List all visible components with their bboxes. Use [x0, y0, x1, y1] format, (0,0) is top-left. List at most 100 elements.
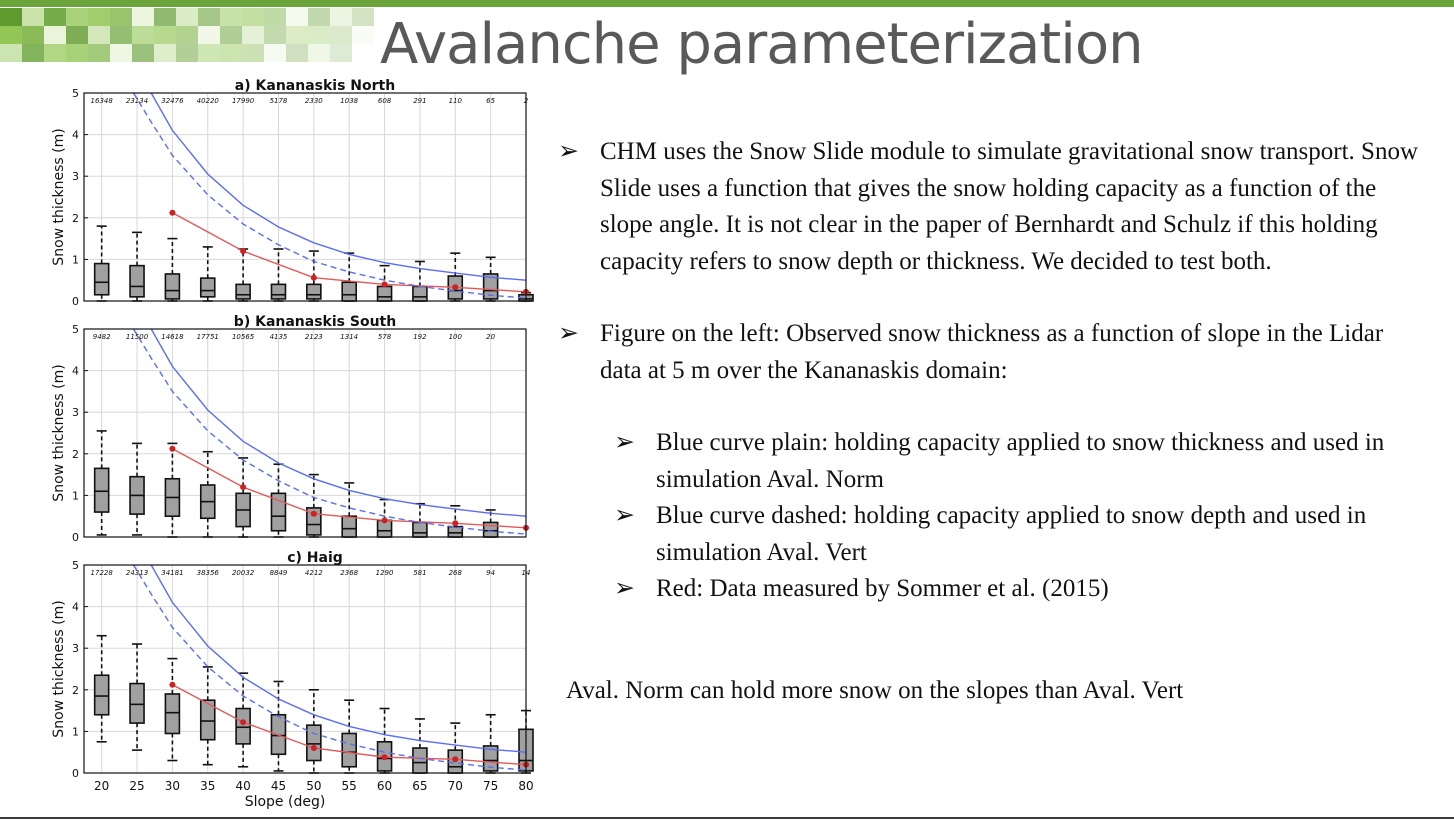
series-line [172, 448, 527, 529]
x-tick-label: 65 [412, 779, 427, 793]
x-tick-label: 30 [165, 779, 180, 793]
bullet-text: Blue curve dashed: holding capacity appl… [656, 502, 1367, 566]
y-tick-label: 3 [72, 642, 79, 655]
y-tick-label: 5 [72, 323, 79, 336]
arrow-bullet-icon: ➢ [614, 429, 635, 456]
chart-panel: a) Kananaskis North 16348 23134 32476 40220 1… [51, 78, 534, 308]
y-tick-label: 4 [72, 129, 79, 142]
mosaic-tile [286, 8, 308, 26]
y-tick-label: 0 [72, 295, 79, 308]
series-point [240, 719, 247, 726]
count-label: 38356 [197, 569, 220, 577]
y-axis-label: Snow thickness (m) [51, 128, 67, 265]
mosaic-tile [264, 44, 286, 62]
x-tick-label: 35 [200, 779, 215, 793]
bullet-text: Blue curve plain: holding capacity appli… [656, 429, 1385, 493]
x-tick-label: 70 [448, 779, 463, 793]
bottom-rule [0, 817, 1454, 819]
mosaic-tile [0, 44, 22, 62]
mosaic-tile [330, 44, 352, 62]
top-accent-bar [0, 0, 1454, 7]
count-label: 23134 [126, 97, 148, 105]
plot-area [84, 564, 534, 774]
count-label: 24313 [126, 569, 148, 577]
series-point [452, 284, 459, 291]
plot-area [84, 328, 529, 538]
mosaic-tile [286, 26, 308, 44]
mosaic-tile [22, 26, 44, 44]
mosaic-tile [198, 8, 220, 26]
count-label: 110 [449, 97, 463, 105]
mosaic-tile [0, 26, 22, 44]
mosaic-tile [308, 8, 330, 26]
bullet-list: ➢ CHM uses the Snow Slide module to simu… [558, 134, 1418, 608]
mosaic-tile [242, 26, 264, 44]
mosaic-tile [220, 8, 242, 26]
bullet-text: CHM uses the Snow Slide module to simula… [600, 138, 1418, 275]
box [129, 264, 145, 298]
y-tick-label: 3 [72, 170, 79, 183]
series-point [310, 745, 317, 752]
count-label: 291 [413, 97, 426, 105]
count-label: 5178 [270, 97, 288, 105]
x-tick-label: 75 [483, 779, 498, 793]
count-label: 1314 [340, 333, 358, 341]
count-label: 40220 [197, 97, 220, 105]
box [482, 273, 499, 300]
mosaic-tile [66, 8, 88, 26]
mosaic-tile [154, 8, 176, 26]
count-label: 11500 [126, 333, 149, 341]
y-tick-label: 1 [72, 253, 79, 266]
series-point [452, 520, 459, 527]
x-tick-label: 25 [129, 779, 144, 793]
mosaic-tile [154, 44, 176, 62]
x-tick-label: 60 [377, 779, 392, 793]
y-tick-label: 2 [72, 448, 79, 461]
y-tick-label: 4 [72, 601, 79, 614]
mosaic-tile [132, 26, 154, 44]
mosaic-tile [88, 26, 110, 44]
bullet-text: Figure on the left: Observed snow thickn… [600, 320, 1384, 384]
count-label: 192 [413, 333, 427, 341]
x-tick-label: 20 [94, 779, 109, 793]
count-label: 1038 [340, 97, 358, 105]
box [341, 515, 358, 538]
box [376, 285, 393, 302]
count-label: 8849 [270, 569, 288, 577]
slide-title: Avalanche parameterization [380, 12, 1144, 77]
count-label: 1290 [376, 569, 394, 577]
series-point [310, 274, 317, 281]
box [341, 732, 358, 768]
plot-frame [83, 92, 527, 302]
series-line [172, 684, 527, 766]
mosaic-tile [176, 26, 198, 44]
mosaic-tile [330, 8, 352, 26]
box [93, 262, 110, 296]
chart-title: b) Kananaskis South [234, 314, 396, 330]
mosaic-tile [22, 8, 44, 26]
y-tick-label: 5 [72, 87, 79, 100]
mosaic-tile [330, 26, 352, 44]
x-tick-label: 50 [306, 779, 321, 793]
mosaic-tile [110, 44, 132, 62]
box [199, 277, 216, 298]
count-label: 100 [449, 333, 463, 341]
y-tick-label: 3 [72, 406, 79, 419]
arrow-bullet-icon: ➢ [614, 502, 635, 529]
count-label: 32476 [161, 97, 184, 105]
series-point [169, 445, 176, 452]
conclusion-text: Aval. Norm can hold more snow on the slo… [566, 677, 1184, 704]
mosaic-tile [110, 26, 132, 44]
x-tick-label: 55 [342, 779, 357, 793]
mosaic-tile [44, 44, 66, 62]
x-axis-label: Slope (deg) [245, 794, 326, 810]
y-tick-label: 1 [72, 725, 79, 738]
arrow-bullet-icon: ➢ [558, 138, 579, 165]
series-point [452, 756, 459, 763]
count-label: 268 [449, 569, 463, 577]
count-label: 17751 [197, 333, 219, 341]
mosaic-tile [308, 26, 330, 44]
mosaic-tile [132, 44, 154, 62]
mosaic-tile [154, 26, 176, 44]
